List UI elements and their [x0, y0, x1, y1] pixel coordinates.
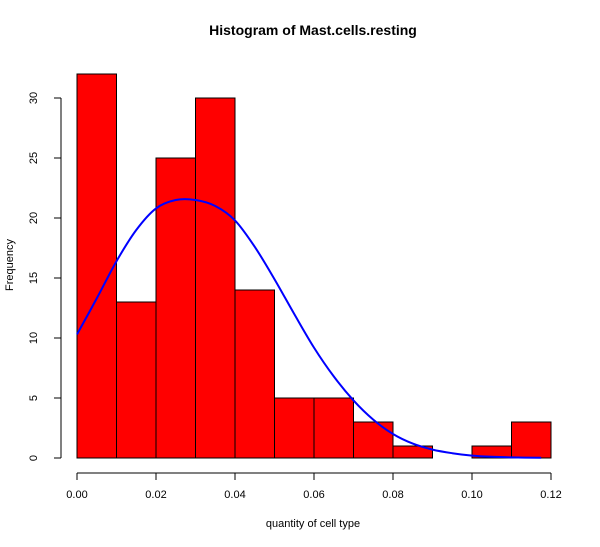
y-tick-label: 30: [28, 92, 40, 104]
x-tick-label: 0.06: [303, 489, 324, 501]
histogram-bar: [195, 97, 236, 459]
histogram-bar: [511, 421, 552, 459]
y-tick-label: 10: [28, 332, 40, 344]
histogram-bar: [76, 73, 117, 459]
histogram-bar: [234, 289, 275, 459]
histogram-bar: [353, 421, 394, 459]
y-tick-label: 0: [28, 455, 40, 461]
histogram-bar: [313, 397, 354, 459]
histogram-bar: [155, 157, 196, 459]
y-axis: 0 5 10 15 20 25 30: [28, 92, 62, 461]
x-tick-label: 0.04: [224, 489, 245, 501]
x-tick-label: 0.08: [382, 489, 403, 501]
histogram-bar: [392, 445, 433, 459]
y-tick-label: 15: [28, 272, 40, 284]
histogram-bar: [116, 301, 157, 459]
density-curve: [76, 198, 542, 459]
y-axis-label: Frequency: [4, 239, 16, 291]
bars-group: [76, 73, 552, 459]
x-axis: 0.00 0.02 0.04 0.06 0.08 0.10 0.12: [66, 472, 562, 501]
histogram-bar: [274, 397, 315, 459]
x-axis-label: quantity of cell type: [266, 518, 360, 530]
x-tick-label: 0.02: [145, 489, 166, 501]
y-tick-label: 25: [28, 152, 40, 164]
x-tick-label: 0.12: [540, 489, 561, 501]
chart-title: Histogram of Mast.cells.resting: [209, 22, 417, 38]
y-tick-label: 5: [28, 395, 40, 401]
x-tick-label: 0.10: [461, 489, 482, 501]
y-tick-label: 20: [28, 212, 40, 224]
x-tick-label: 0.00: [66, 489, 87, 501]
